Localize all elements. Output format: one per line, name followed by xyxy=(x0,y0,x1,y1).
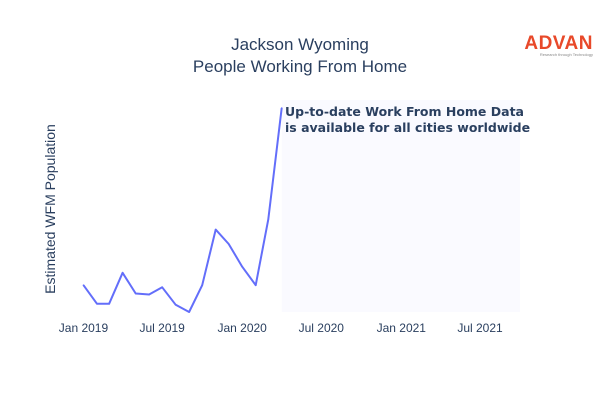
data-point xyxy=(254,284,257,287)
x-tick-label: Jan 2019 xyxy=(59,321,109,335)
chart-title-line-2: People Working From Home xyxy=(193,57,407,76)
data-point xyxy=(161,286,163,289)
annotation-line-2: is available for all cities worldwide xyxy=(285,120,530,135)
data-point xyxy=(241,265,243,268)
data-point xyxy=(108,302,110,305)
x-tick-label: Jul 2019 xyxy=(139,321,185,335)
x-tick-label: Jul 2021 xyxy=(457,321,503,335)
data-point xyxy=(96,302,98,305)
data-point xyxy=(82,284,85,287)
x-tick-label: Jan 2020 xyxy=(217,321,267,335)
x-tick-label: Jan 2021 xyxy=(377,321,427,335)
annotation-line-1: Up-to-date Work From Home Data xyxy=(285,104,524,119)
x-tick-label: Jul 2020 xyxy=(299,321,345,335)
data-point xyxy=(267,218,270,221)
projection-shaded-region xyxy=(281,100,520,312)
advan-logo-tagline: Research through Technology xyxy=(540,52,593,57)
data-point xyxy=(148,293,150,296)
data-point xyxy=(188,311,190,313)
chart-title-line-1: Jackson Wyoming xyxy=(231,35,369,54)
data-point xyxy=(121,272,124,274)
advan-logo-text: ADVAN xyxy=(524,33,593,54)
data-point xyxy=(134,292,137,295)
x-axis-ticks: Jan 2019 Jul 2019 Jan 2020 Jul 2020 Jan 2021… xyxy=(59,321,503,335)
advan-logo: ADVAN Research through Technology xyxy=(524,33,593,57)
data-point xyxy=(174,303,177,306)
y-axis-label: Estimated WFM Population xyxy=(42,124,58,294)
series-line xyxy=(82,107,283,313)
data-point xyxy=(214,228,217,231)
data-point xyxy=(280,107,283,109)
data-point xyxy=(227,243,230,245)
data-point xyxy=(201,284,203,287)
